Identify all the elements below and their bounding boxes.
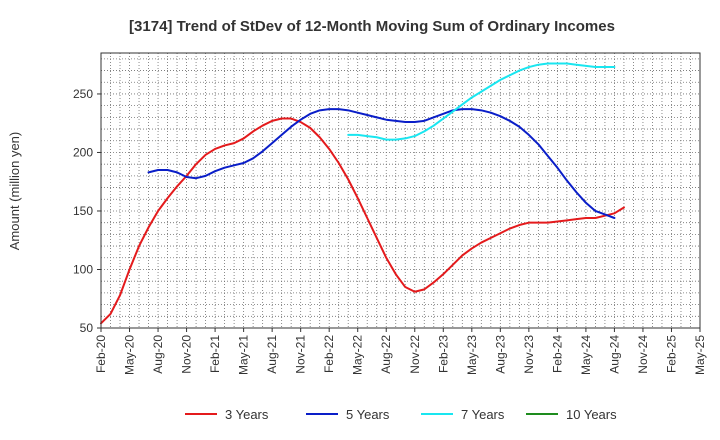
x-tick-label: Aug-20 — [151, 335, 165, 374]
x-axis-ticks: Feb-20 May-20 Aug-20 Nov-20 Feb-21 May-21 Aug-… — [94, 328, 707, 375]
y-axis-ticks: 50 100 150 200 250 — [73, 87, 101, 335]
y-tick-label: 100 — [73, 262, 93, 276]
x-tick-label: May-25 — [693, 335, 707, 375]
x-tick-label: Nov-20 — [180, 335, 194, 374]
x-tick-label: Feb-23 — [436, 335, 450, 373]
x-tick-label: May-22 — [351, 335, 365, 375]
x-tick-label: May-24 — [579, 335, 593, 375]
x-tick-label: May-23 — [465, 335, 479, 375]
legend-label: 5 Years — [346, 407, 390, 422]
y-axis-label: Amount (million yen) — [7, 132, 22, 251]
y-tick-label: 200 — [73, 145, 93, 159]
x-tick-label: Nov-22 — [408, 335, 422, 374]
legend-label: 7 Years — [461, 407, 505, 422]
x-tick-label: Feb-20 — [94, 335, 108, 373]
series-line-3-years — [100, 117, 625, 325]
series-layer — [100, 62, 625, 325]
x-tick-label: Aug-22 — [379, 335, 393, 374]
chart-title: [3174] Trend of StDev of 12-Month Moving… — [129, 18, 615, 35]
legend: 3 Years 5 Years 7 Years 10 Years — [185, 407, 617, 422]
x-tick-label: Feb-21 — [208, 335, 222, 373]
x-tick-label: Nov-21 — [294, 335, 308, 374]
plot-frame — [100, 52, 701, 329]
series-line-5-years — [147, 108, 616, 219]
x-tick-label: Nov-24 — [636, 335, 650, 374]
x-tick-label: Feb-25 — [664, 335, 678, 373]
plot-area — [101, 53, 700, 328]
x-tick-label: Nov-23 — [522, 335, 536, 374]
y-tick-label: 250 — [73, 87, 93, 101]
legend-label: 10 Years — [566, 407, 617, 422]
x-tick-label: May-20 — [123, 335, 137, 375]
x-tick-label: Aug-24 — [607, 335, 621, 374]
x-tick-label: Feb-22 — [322, 335, 336, 373]
series-line-7-years — [347, 62, 616, 141]
x-tick-label: Feb-24 — [550, 335, 564, 373]
y-tick-label: 50 — [80, 321, 94, 335]
x-tick-label: Aug-21 — [265, 335, 279, 374]
grid-lines — [101, 53, 700, 328]
x-tick-label: May-21 — [237, 335, 251, 375]
x-tick-label: Aug-23 — [493, 335, 507, 374]
y-tick-label: 150 — [73, 204, 93, 218]
legend-label: 3 Years — [225, 407, 269, 422]
